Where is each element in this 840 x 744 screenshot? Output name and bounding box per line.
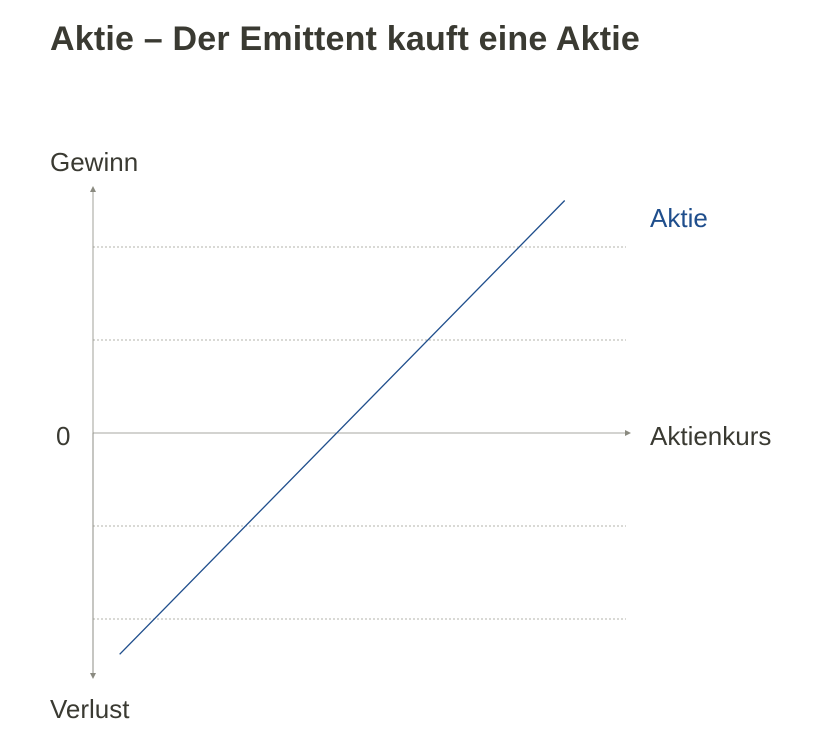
zero-tick-label: 0	[56, 421, 70, 451]
gridlines	[93, 246, 626, 620]
series	[119, 200, 566, 655]
series-label-aktie: Aktie	[650, 203, 708, 233]
x-axis-label: Aktienkurs	[650, 421, 771, 451]
series-line-aktie	[119, 200, 566, 655]
y-axis-label-bottom: Verlust	[50, 694, 130, 724]
y-axis-label-top: Gewinn	[50, 147, 138, 177]
chart-title: Aktie – Der Emittent kauft eine Aktie	[50, 20, 640, 58]
axes	[90, 186, 631, 679]
